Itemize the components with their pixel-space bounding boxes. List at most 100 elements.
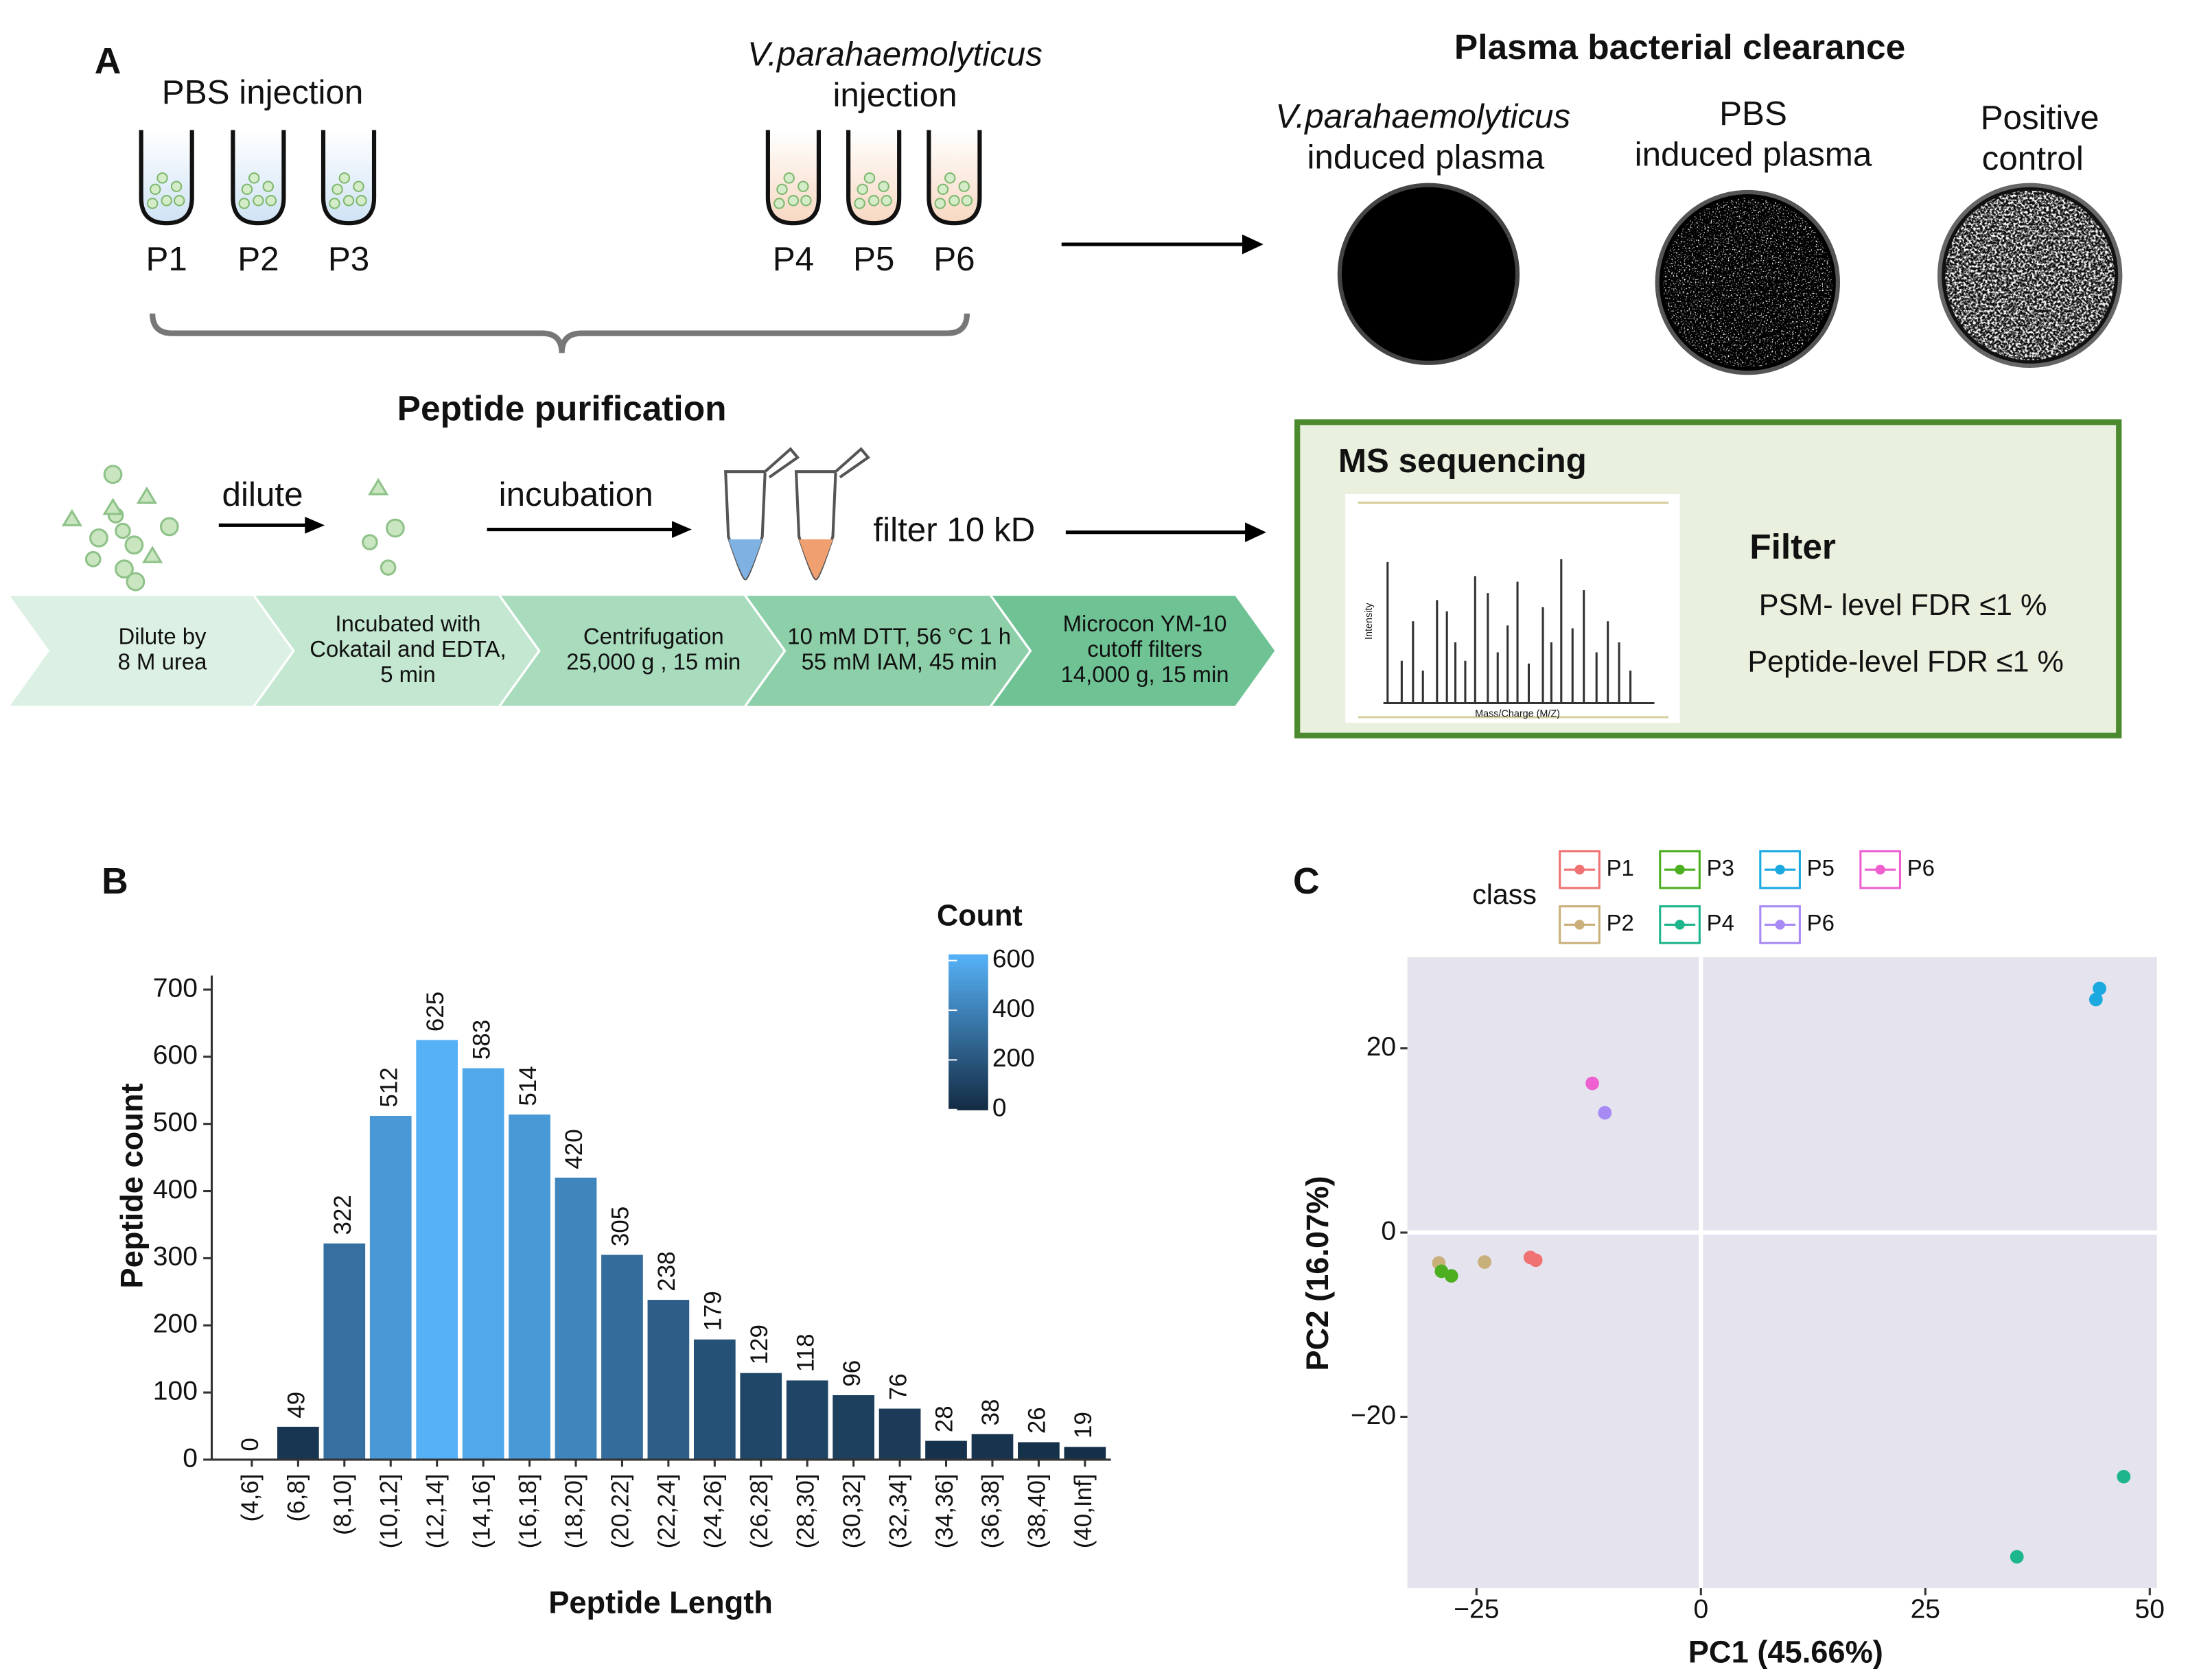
filter-criterion: Peptide-level FDR ≤1 % — [1747, 645, 2064, 678]
colorbar-label: 200 — [992, 1043, 1035, 1072]
bracket — [150, 313, 970, 353]
legend-key-dot — [1775, 920, 1785, 930]
tube-particle — [238, 198, 251, 209]
value-label: 512 — [375, 1067, 402, 1107]
tube-particle — [329, 198, 340, 209]
legend-title: Count — [937, 900, 1023, 933]
colorbar-segment — [948, 1097, 988, 1103]
colorbar-segment — [948, 1024, 988, 1029]
colorbar-segment — [948, 1074, 988, 1080]
tube-label: P6 — [933, 240, 975, 278]
colorbar-segment — [948, 1028, 988, 1033]
x-tick-label: (18,20] — [561, 1473, 587, 1548]
colorbar-segment — [948, 1082, 988, 1087]
colorbar-segment — [948, 1071, 988, 1075]
tube-particle — [958, 180, 970, 192]
x-tick-label: 50 — [2135, 1594, 2165, 1624]
x-tick-label: (38,40] — [1024, 1473, 1051, 1548]
workflow-step — [255, 596, 538, 706]
x-tick-label: (40,Inf] — [1070, 1473, 1097, 1548]
tube-particle — [881, 195, 892, 207]
tube-particle — [783, 172, 795, 184]
x-tick-label: (10,12] — [375, 1473, 402, 1548]
bar — [740, 1373, 782, 1460]
step-label: incubation — [499, 476, 653, 513]
point — [1585, 1076, 1599, 1090]
legend-label: P4 — [1707, 910, 1734, 935]
colorbar-segment — [948, 954, 988, 959]
colorbar-label: 400 — [992, 994, 1035, 1023]
tubes: P1 P2 P3 P4 P5 P6 — [139, 130, 982, 278]
colorbar-segment — [948, 1040, 988, 1045]
workflow-text: Incubated with — [335, 611, 480, 636]
colorbar-segment — [948, 996, 988, 1002]
colorbar-segment — [948, 961, 988, 967]
arrow-head — [305, 516, 325, 534]
tube-label: P3 — [328, 240, 369, 278]
x-tick-label: (12,14] — [422, 1473, 449, 1548]
x-tick-label: (6,8] — [283, 1473, 310, 1521]
colorbar-segment — [948, 1047, 988, 1053]
tube-particle — [787, 195, 800, 207]
point — [1444, 1269, 1458, 1283]
value-label: 26 — [1024, 1407, 1051, 1434]
workflow-text: Microcon YM-10 — [1063, 611, 1227, 636]
workflow-text: Dilute by — [119, 624, 207, 649]
colorbar-segment — [948, 977, 988, 983]
legend-key-dot — [1775, 864, 1785, 875]
legend-key-dot — [1675, 920, 1685, 930]
tube-particle — [937, 183, 949, 196]
tube-particle — [948, 195, 960, 207]
bar — [277, 1426, 319, 1460]
x-tick-label: (26,28] — [746, 1473, 773, 1548]
x-tick-label: (4,6] — [237, 1473, 264, 1521]
bar — [1018, 1442, 1060, 1460]
value-label: 514 — [515, 1066, 542, 1106]
plate — [1337, 183, 1520, 365]
workflow-step — [501, 596, 784, 706]
point — [2117, 1469, 2131, 1484]
x-tick-label: (34,36] — [931, 1473, 958, 1548]
value-label: 38 — [977, 1399, 1004, 1426]
workflow-text: cutoff filters — [1087, 636, 1202, 662]
legend-label: P1 — [1607, 855, 1634, 880]
bar — [833, 1395, 874, 1460]
value-label: 96 — [839, 1360, 865, 1387]
bar — [416, 1040, 458, 1460]
tube-particle — [961, 195, 973, 207]
tube-particle — [146, 198, 159, 209]
tube-particle — [156, 172, 168, 184]
x-axis-title: PC1 (45.66%) — [1688, 1635, 1883, 1670]
legend-label: P6 — [1807, 910, 1835, 935]
bar — [971, 1434, 1014, 1460]
tube-particle — [857, 183, 868, 196]
tube-particle — [265, 195, 277, 207]
colorbar-segment — [948, 1012, 988, 1018]
value-label: 118 — [792, 1333, 819, 1372]
y-axis-title: Peptide count — [114, 1083, 149, 1288]
tube-particle — [338, 172, 351, 184]
plate-label: Positive — [1981, 99, 2099, 137]
section-title: Plasma bacterial clearance — [1454, 27, 1905, 67]
panel-label: C — [1293, 861, 1320, 902]
y-tick-label: 20 — [1366, 1032, 1396, 1062]
colorbar-segment — [948, 1086, 988, 1091]
point — [2088, 992, 2103, 1007]
tube-particle — [342, 195, 355, 207]
workflow-text: 5 min — [380, 662, 435, 687]
y-tick-label: 0 — [183, 1443, 198, 1473]
colorbar-segment — [948, 970, 988, 975]
tube-particle — [934, 198, 946, 209]
plate-label: PBS — [1719, 95, 1787, 132]
tube-particle — [800, 195, 812, 207]
x-tick-label: (32,34] — [885, 1473, 911, 1548]
x-axis-title: Peptide Length — [548, 1585, 773, 1620]
x-tick-label: (14,16] — [468, 1473, 495, 1548]
tube-particle — [173, 195, 185, 207]
tube-particle — [863, 172, 876, 184]
value-label: 28 — [931, 1405, 958, 1432]
x-tick-label: 0 — [1693, 1594, 1708, 1624]
colorbar-segment — [948, 981, 988, 986]
spectrum-peaks — [1383, 559, 1655, 705]
colorbar-label: 600 — [992, 944, 1035, 972]
